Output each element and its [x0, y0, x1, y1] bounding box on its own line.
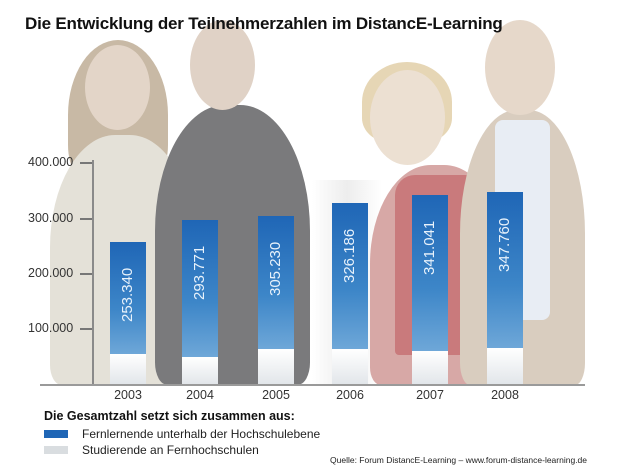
bar-segment-fernlernende: 305.230: [258, 216, 294, 349]
bar-segment-studierende: [182, 357, 218, 384]
bar-segment-fernlernende: 347.760: [487, 192, 523, 348]
bar-2003: 253.340: [110, 242, 146, 384]
y-tick-mark: [80, 273, 92, 275]
legend-label: Fernlernende unterhalb der Hochschuleben…: [82, 427, 321, 441]
bar-2005: 305.230: [258, 216, 294, 384]
y-tick-label: 200.000: [28, 266, 74, 280]
bar-value-label: 253.340: [119, 267, 136, 322]
x-tick-label: 2005: [262, 388, 290, 402]
legend-title: Die Gesamtzahl setzt sich zusammen aus:: [44, 409, 295, 423]
bar-segment-studierende: [332, 349, 368, 384]
x-tick-label: 2007: [416, 388, 444, 402]
bar-2004: 293.771: [182, 220, 218, 384]
y-tick-mark: [80, 328, 92, 330]
bar-segment-fernlernende: 253.340: [110, 242, 146, 354]
source-note: Quelle: Forum DistancE-Learning – www.fo…: [330, 455, 588, 465]
y-tick-mark: [80, 218, 92, 220]
legend-label: Studierende an Fernhochschulen: [82, 443, 259, 457]
bar-2008: 347.760: [487, 192, 523, 384]
y-tick-label: 300.000: [28, 211, 74, 225]
bar-value-label: 347.760: [496, 217, 513, 272]
bar-2006: 326.186: [332, 203, 368, 384]
y-tick-label: 400.000: [28, 155, 74, 169]
y-tick-label: 100.000: [28, 321, 74, 335]
legend-swatch-light: [44, 446, 68, 454]
bar-segment-fernlernende: 326.186: [332, 203, 368, 349]
bar-segment-studierende: [487, 348, 523, 384]
x-tick-label: 2008: [491, 388, 519, 402]
bar-segment-studierende: [412, 351, 448, 384]
x-axis-baseline: [40, 384, 585, 386]
bar-segment-fernlernende: 341.041: [412, 195, 448, 351]
x-tick-label: 2003: [114, 388, 142, 402]
y-tick-mark: [80, 162, 92, 164]
legend-swatch-blue: [44, 430, 68, 438]
x-tick-label: 2006: [336, 388, 364, 402]
x-tick-label: 2004: [186, 388, 214, 402]
bar-segment-studierende: [258, 349, 294, 384]
bar-segment-studierende: [110, 354, 146, 384]
bar-2007: 341.041: [412, 195, 448, 384]
bar-value-label: 326.186: [341, 228, 358, 283]
bar-value-label: 341.041: [421, 220, 438, 275]
bar-value-label: 293.771: [191, 245, 208, 300]
bar-value-label: 305.230: [267, 241, 284, 296]
y-axis-line: [92, 160, 94, 385]
bar-segment-fernlernende: 293.771: [182, 220, 218, 357]
chart-title: Die Entwicklung der Teilnehmerzahlen im …: [25, 14, 503, 33]
